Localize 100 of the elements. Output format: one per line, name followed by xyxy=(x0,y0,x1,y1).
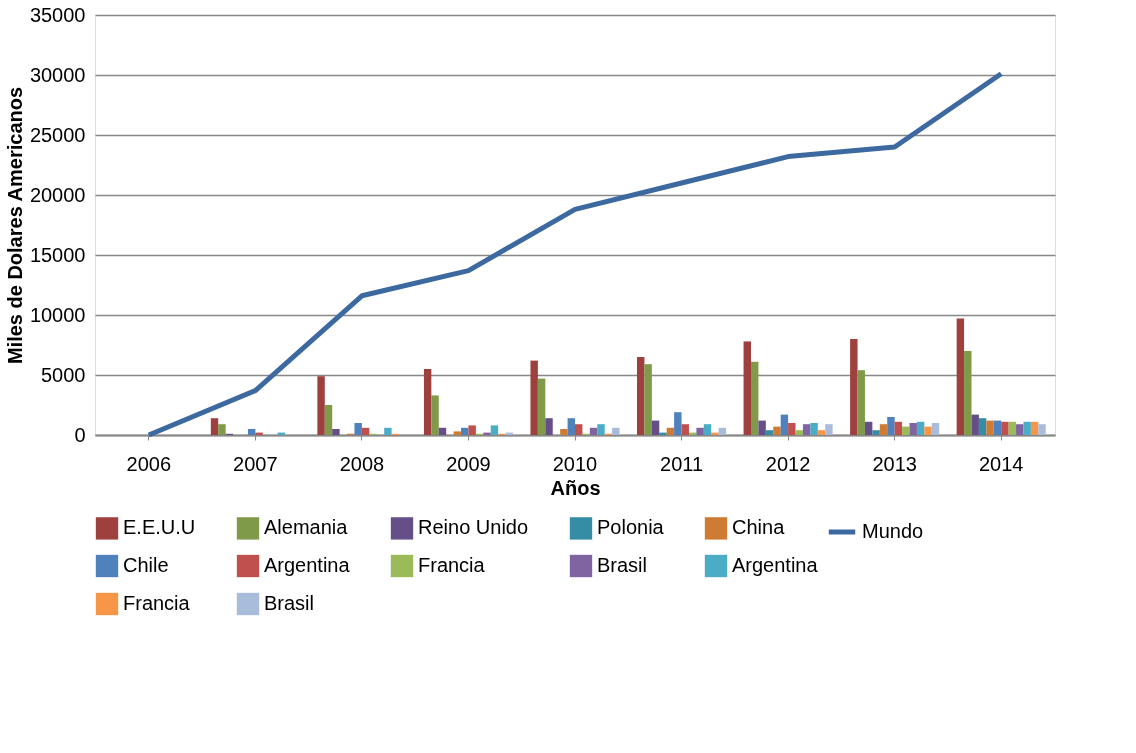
bar xyxy=(909,423,917,435)
bar xyxy=(924,426,932,435)
bar xyxy=(560,429,568,435)
bar xyxy=(902,426,910,435)
bar xyxy=(247,429,256,435)
y-tick-label: 5000 xyxy=(41,363,86,386)
x-tick-label: 2010 xyxy=(552,452,598,475)
bar xyxy=(931,423,940,435)
x-axis-title: Años xyxy=(550,476,601,499)
bar xyxy=(773,426,781,435)
bar xyxy=(758,420,766,435)
bar xyxy=(1008,421,1017,435)
legend-label: Reino Unido xyxy=(418,516,529,539)
y-tick-label: 0 xyxy=(74,423,86,446)
y-tick-label: 20000 xyxy=(29,183,86,206)
x-tick-label: 2013 xyxy=(872,452,917,475)
legend-label: China xyxy=(732,516,786,539)
bar xyxy=(1023,421,1031,435)
bar xyxy=(703,424,712,435)
bar xyxy=(332,429,340,435)
bar xyxy=(438,427,447,435)
bar xyxy=(597,424,605,435)
legend-label: Polonia xyxy=(597,516,665,539)
bar xyxy=(743,341,751,435)
bar xyxy=(537,378,546,435)
bar xyxy=(864,421,873,435)
bar xyxy=(545,418,553,435)
bar xyxy=(964,351,972,435)
y-tick-label: 10000 xyxy=(29,303,86,326)
bar xyxy=(825,424,833,435)
bar xyxy=(453,431,462,435)
bar xyxy=(795,430,803,435)
bar xyxy=(872,430,880,435)
legend-label: Francia xyxy=(123,592,191,614)
bar xyxy=(993,420,1002,435)
bar xyxy=(468,425,476,435)
bar xyxy=(567,418,575,435)
bar xyxy=(1038,424,1046,435)
bar xyxy=(210,418,219,435)
bar xyxy=(1030,421,1039,435)
bar xyxy=(384,427,392,435)
x-tick-label: 2007 xyxy=(233,452,278,475)
bar xyxy=(1001,421,1009,435)
legend-label: Mundo xyxy=(862,520,924,542)
legend-label: Chile xyxy=(123,554,169,576)
x-tick-label: 2008 xyxy=(339,452,385,475)
bar xyxy=(894,421,903,435)
y-tick-label: 35000 xyxy=(29,3,86,26)
bar xyxy=(750,361,759,435)
bar xyxy=(218,424,226,435)
bar xyxy=(696,427,704,435)
x-tick-label: 2014 xyxy=(978,452,1024,475)
bar xyxy=(644,364,652,435)
y-axis-title: Miles de Dolares Americanos xyxy=(3,86,26,365)
bar xyxy=(530,360,538,435)
bar xyxy=(986,420,994,435)
legend-label: Brasil xyxy=(597,554,648,576)
bar xyxy=(879,424,888,435)
bar xyxy=(324,405,333,435)
y-tick-label: 15000 xyxy=(29,243,86,266)
x-tick-label: 2011 xyxy=(660,452,704,475)
bar xyxy=(666,427,675,435)
bar xyxy=(612,427,620,435)
bar xyxy=(802,424,811,435)
bar xyxy=(589,427,598,435)
legend-label: E.E.U.U xyxy=(123,516,196,539)
bar xyxy=(916,421,925,435)
bar xyxy=(674,412,682,435)
bar xyxy=(361,427,370,435)
bar xyxy=(810,423,818,435)
y-tick-label: 25000 xyxy=(29,123,86,146)
x-tick-label: 2009 xyxy=(446,452,491,475)
legend-label: Brasil xyxy=(264,592,315,614)
bar xyxy=(887,417,895,435)
bar xyxy=(780,414,789,435)
bar xyxy=(978,418,987,435)
bar xyxy=(765,430,774,435)
bar xyxy=(423,369,432,435)
x-tick-label: 2006 xyxy=(126,452,172,475)
bar xyxy=(971,414,979,435)
legend-label: Argentina xyxy=(732,554,819,576)
bar xyxy=(317,376,325,435)
bar xyxy=(461,427,469,435)
bar xyxy=(1016,424,1024,435)
legend-label: Alemania xyxy=(264,516,349,539)
bar xyxy=(850,339,858,435)
legend-label: Francia xyxy=(418,554,486,576)
bar xyxy=(788,423,796,435)
bar xyxy=(651,420,660,435)
bar xyxy=(490,425,499,435)
legend-label: Argentina xyxy=(264,554,351,576)
bar xyxy=(431,395,439,435)
bar xyxy=(681,424,689,435)
y-tick-label: 30000 xyxy=(29,63,86,86)
bar xyxy=(718,427,727,435)
bar xyxy=(956,318,965,435)
bar xyxy=(857,370,865,435)
x-tick-label: 2012 xyxy=(765,452,811,475)
bar xyxy=(575,424,583,435)
bar xyxy=(637,357,645,435)
